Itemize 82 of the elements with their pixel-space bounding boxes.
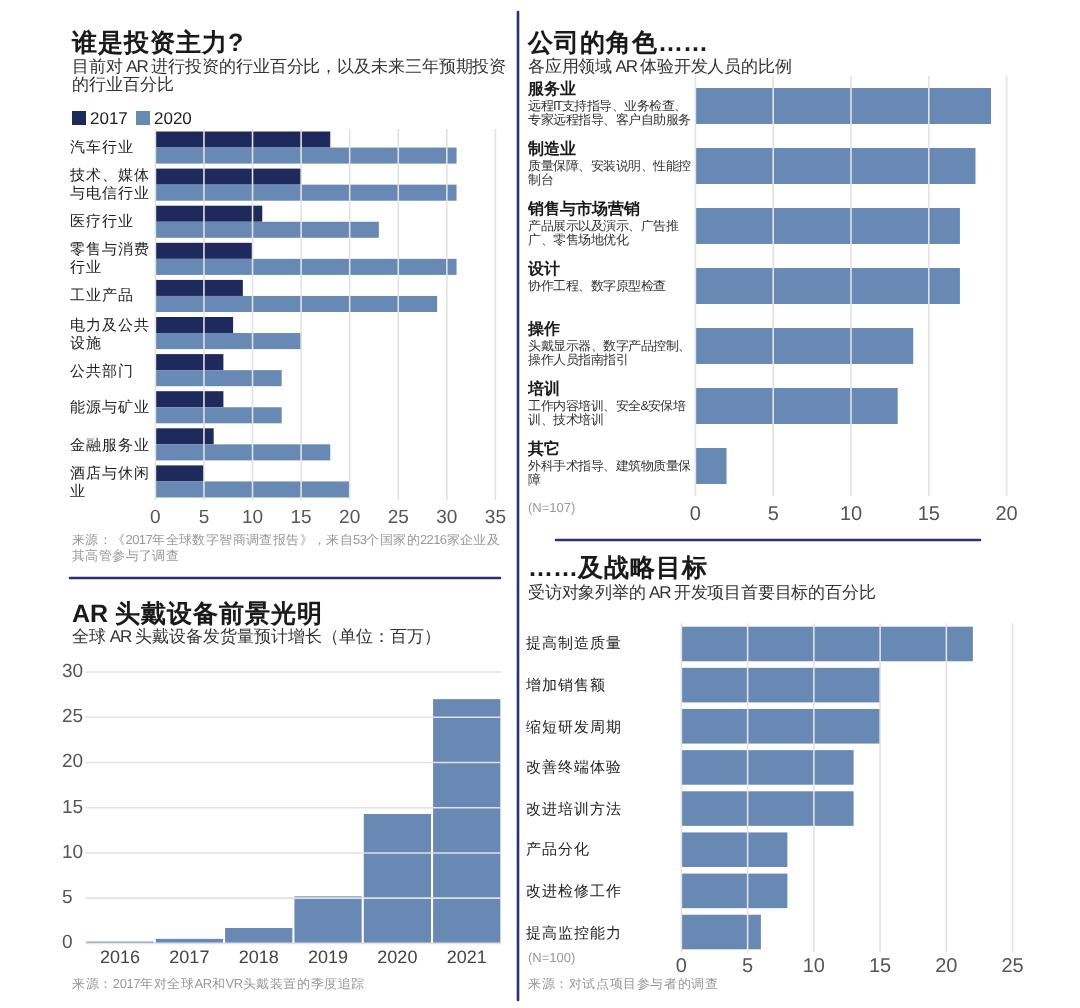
x-tick-label: 0	[689, 504, 702, 526]
legend-label: 2017	[90, 108, 129, 128]
x-tick-label: 5	[742, 955, 755, 978]
legend-label: 2020	[154, 108, 193, 128]
x-tick-label: 10	[839, 504, 863, 526]
bar	[155, 131, 331, 148]
bar	[695, 208, 960, 244]
bar	[695, 328, 914, 364]
y-tick-label: 制造业	[528, 140, 576, 160]
bar	[681, 873, 788, 909]
x-tick-label: 25	[387, 507, 409, 530]
chart-subtitle: 各应用领域 AR 体验开发人员的比例	[528, 56, 792, 76]
y-tick-label: 25	[62, 706, 84, 729]
bar	[155, 407, 282, 424]
chart-subtitle: 全球 AR 头戴设备发货量预计增长（单位：百万）	[72, 626, 442, 646]
x-tick-label: 20	[339, 507, 361, 530]
bar	[155, 333, 302, 350]
x-tick-label: 5	[767, 504, 780, 526]
bar	[695, 448, 727, 484]
bar	[155, 258, 457, 275]
bar	[681, 832, 788, 868]
x-tick-label: 20	[995, 504, 1019, 526]
bar	[155, 444, 331, 461]
x-tick-label: 15	[917, 504, 941, 526]
bar	[681, 914, 761, 950]
y-tick-label: 10	[62, 841, 84, 864]
bar	[155, 242, 253, 259]
y-tick-label: 15	[62, 796, 84, 819]
bar	[155, 295, 438, 312]
x-tick-label: 35	[484, 507, 506, 530]
x-tick-label: 30	[436, 507, 458, 530]
chart-title: ……及战略目标	[528, 554, 708, 582]
x-tick-label: 5	[198, 507, 210, 530]
chart-title: 谁是投资主力?	[70, 27, 244, 57]
bar	[695, 388, 898, 424]
y-tick-label: 销售与市场营销	[528, 200, 640, 220]
x-tick-label: 15	[868, 955, 893, 978]
x-tick-label: 2020	[377, 947, 418, 967]
x-tick-label: 10	[802, 955, 826, 978]
bar	[155, 354, 224, 371]
x-tick-label: 2017	[169, 947, 210, 967]
x-tick-label: 10	[241, 507, 264, 530]
x-tick-label: 0	[675, 955, 688, 978]
bar	[681, 667, 881, 703]
x-tick-label: 2016	[100, 947, 141, 967]
x-tick-label: 2021	[446, 947, 487, 967]
x-tick-label: 15	[290, 507, 312, 530]
y-tick-label: 30	[62, 661, 84, 683]
x-tick-label: 20	[935, 955, 959, 978]
y-tick-label: 操作	[528, 320, 560, 340]
bar	[155, 317, 234, 334]
bar	[155, 205, 263, 222]
bar	[681, 791, 854, 826]
chart-title: AR 头戴设备前景光明	[72, 600, 324, 628]
y-tick-label: 20	[62, 751, 84, 774]
bar	[695, 268, 960, 304]
y-tick-label: 服务业	[528, 80, 576, 100]
chart-subtitle: 受访对象列举的 AR 开发项目首要目标的百分比	[528, 582, 876, 602]
bar	[681, 750, 854, 785]
bar	[681, 708, 881, 744]
chart-title: 公司的角色……	[526, 29, 708, 57]
bar	[155, 370, 282, 387]
bar	[155, 465, 204, 482]
bar	[155, 168, 302, 185]
y-tick-label: 5	[62, 887, 73, 910]
x-tick-label: 2018	[238, 947, 279, 967]
bar	[681, 626, 973, 662]
bar	[155, 221, 379, 238]
bar	[155, 428, 214, 445]
y-tick-label: 培训	[528, 380, 560, 400]
chart-subtitle: 目前对 AR 进行投资的行业百分比，以及未来三年预期投资的行业百分比	[72, 56, 509, 93]
bar	[155, 279, 243, 296]
bar	[155, 481, 350, 498]
y-tick-label: 设计	[528, 260, 560, 280]
bar	[155, 391, 224, 408]
bar	[155, 184, 457, 201]
x-tick-label: 2019	[308, 947, 349, 967]
bar	[155, 147, 457, 164]
y-tick-label: 其它	[528, 440, 560, 460]
bar	[695, 88, 992, 124]
bar	[695, 148, 976, 184]
x-tick-label: 25	[1001, 955, 1025, 978]
